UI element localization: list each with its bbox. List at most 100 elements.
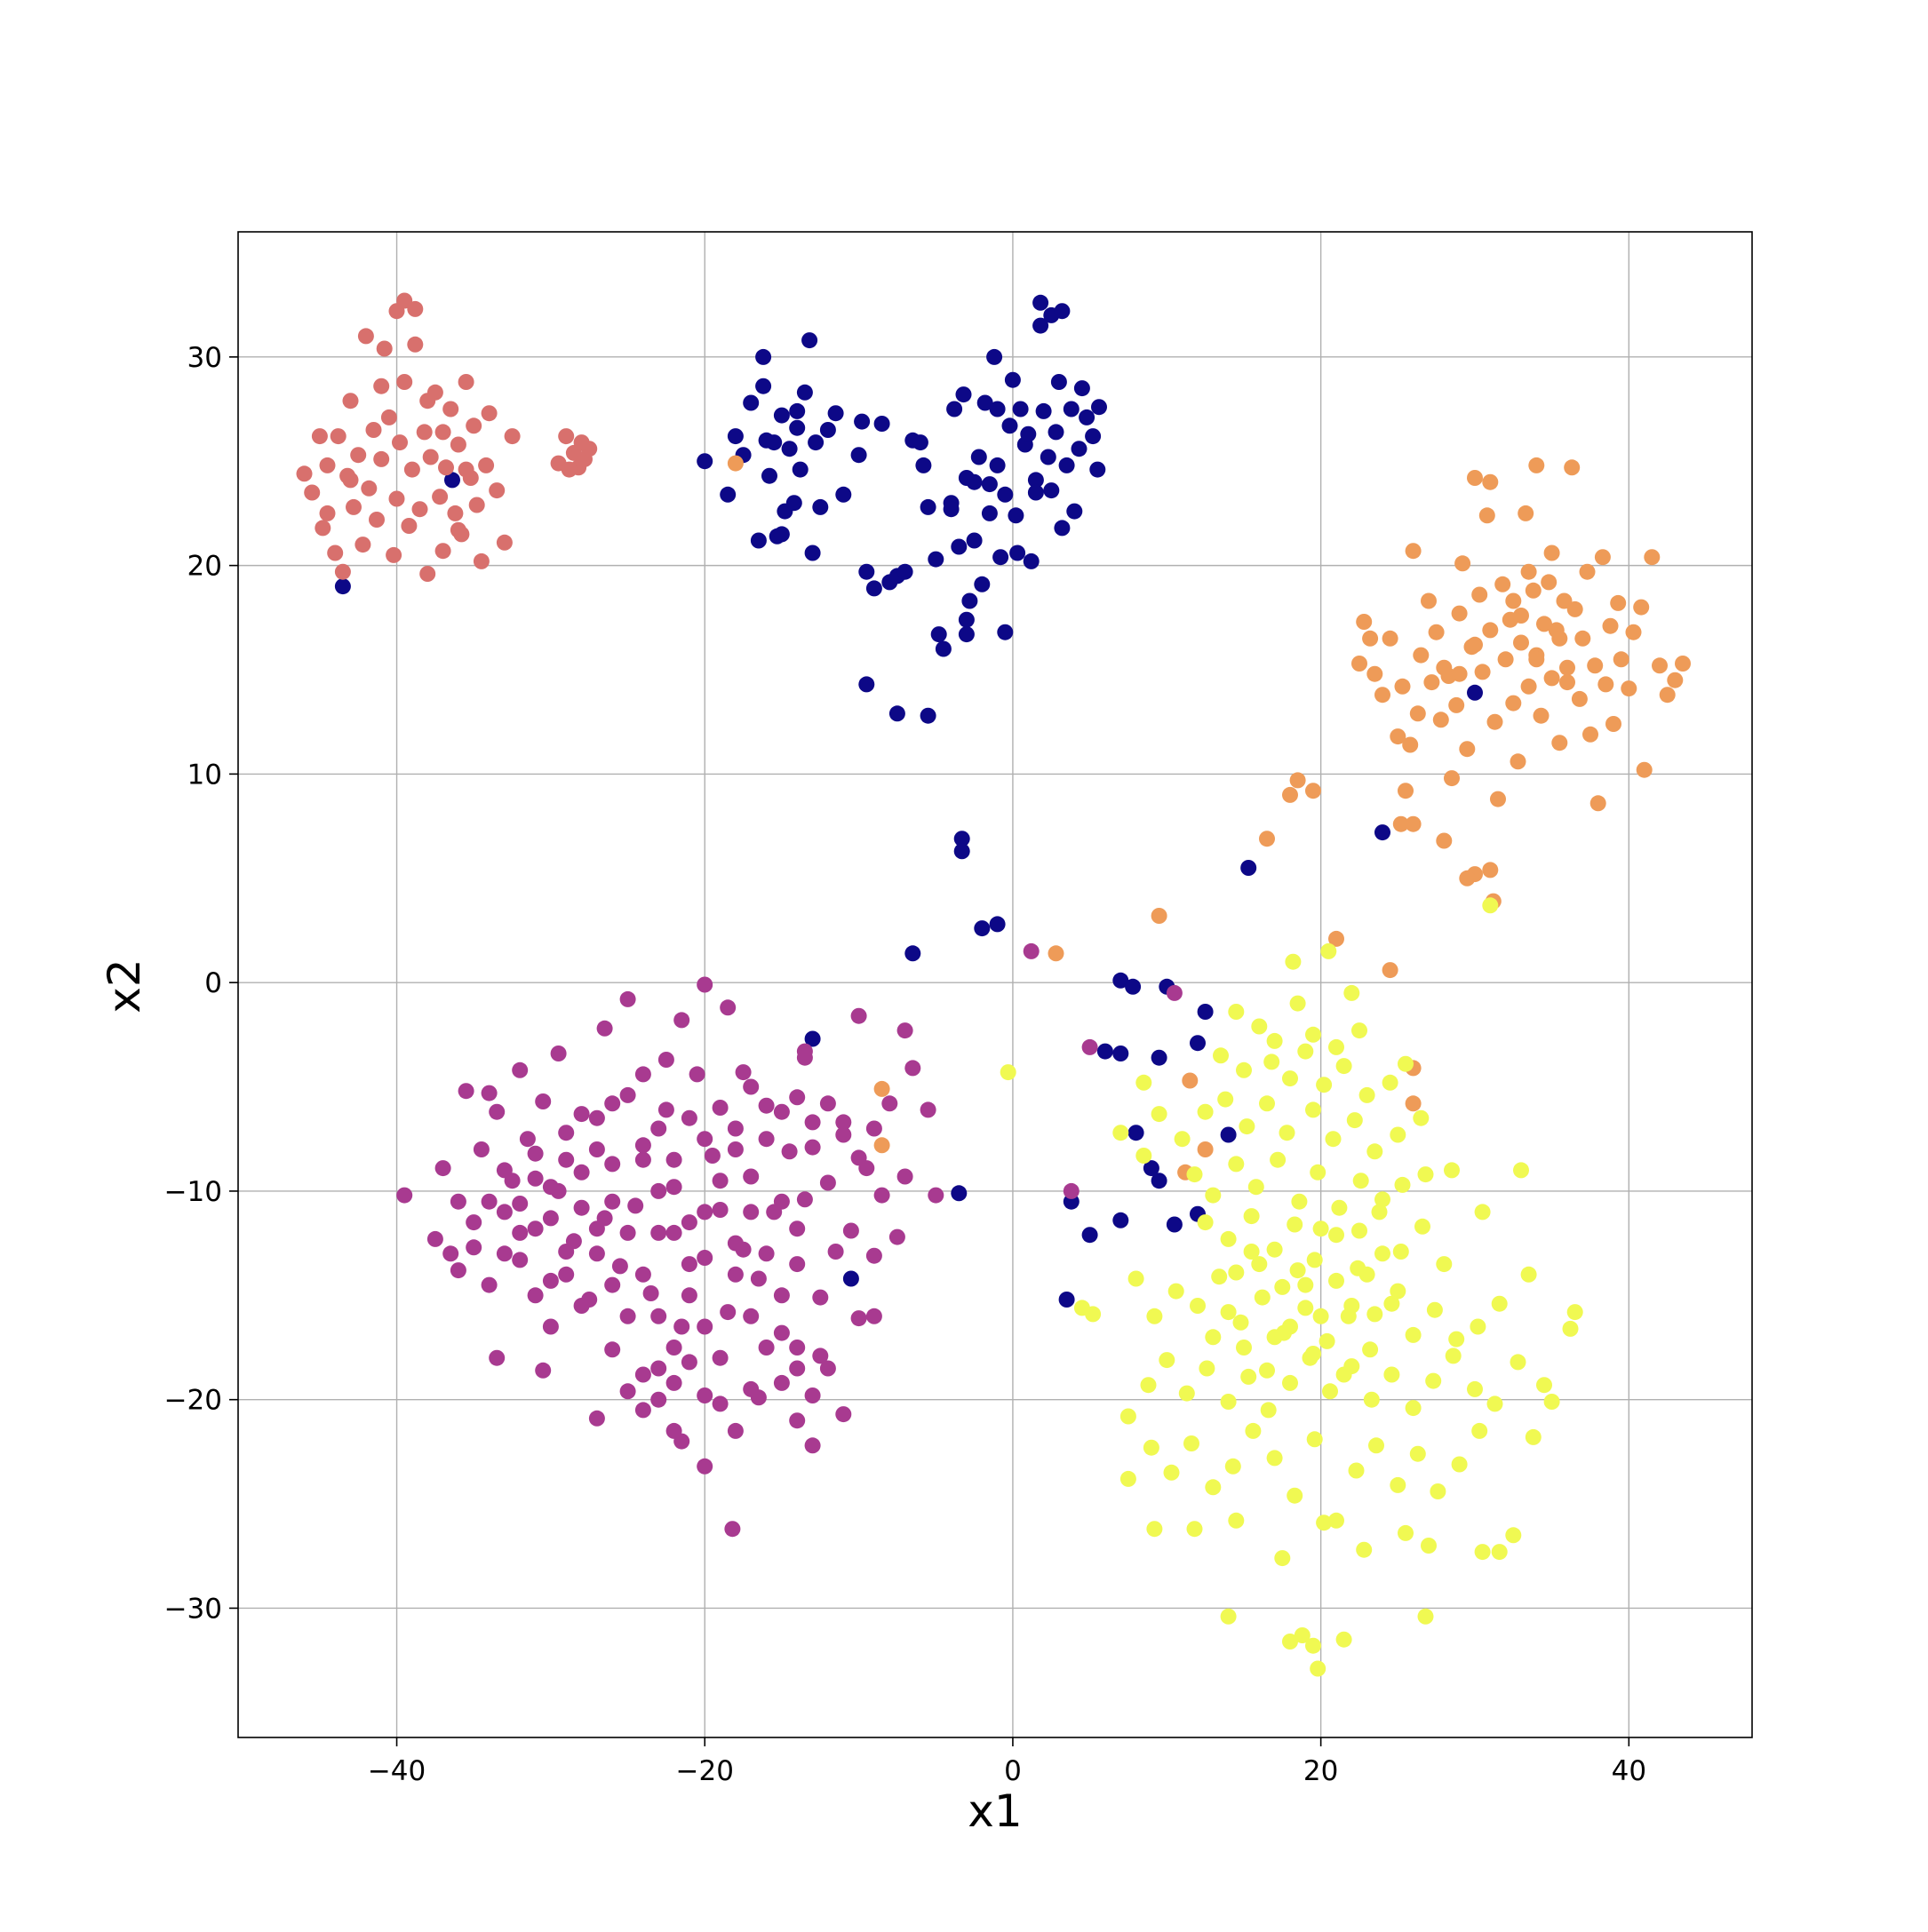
data-point <box>1306 1252 1323 1268</box>
data-point <box>1444 1162 1460 1179</box>
data-point <box>915 457 932 473</box>
data-point <box>755 348 772 365</box>
data-point <box>1119 1408 1136 1425</box>
data-point <box>458 374 474 390</box>
data-point <box>1428 624 1445 640</box>
data-point <box>1536 1377 1552 1394</box>
data-point <box>1426 1301 1443 1318</box>
y-tick-label: 0 <box>204 967 222 999</box>
data-point <box>697 1250 713 1266</box>
data-point <box>1551 735 1568 751</box>
data-point <box>1071 441 1087 457</box>
data-point <box>930 626 947 643</box>
data-point <box>812 1348 829 1364</box>
data-point <box>1146 1521 1163 1538</box>
data-point <box>992 549 1009 566</box>
data-point <box>1505 695 1522 712</box>
data-point <box>1402 736 1419 753</box>
data-point <box>1436 1256 1453 1273</box>
data-point <box>920 498 936 515</box>
data-point <box>1358 1266 1375 1283</box>
data-point <box>1467 470 1483 486</box>
data-point <box>1383 1366 1400 1383</box>
data-point <box>1282 786 1298 803</box>
data-point <box>1513 608 1529 624</box>
data-point <box>1589 795 1606 812</box>
data-point <box>1525 582 1542 599</box>
data-point <box>1559 674 1575 691</box>
data-point <box>976 394 993 411</box>
data-point <box>1445 1348 1462 1364</box>
data-point <box>466 1214 482 1231</box>
data-point <box>1405 1326 1422 1343</box>
data-point <box>1289 772 1306 789</box>
data-point <box>1270 1151 1287 1168</box>
x-tick-label: 40 <box>1612 1755 1646 1787</box>
data-point <box>468 497 485 513</box>
data-point <box>1383 1295 1400 1312</box>
data-point <box>512 1061 529 1078</box>
data-point <box>1297 1043 1314 1060</box>
data-point <box>561 461 578 478</box>
data-point <box>1135 1074 1152 1091</box>
data-point <box>1382 630 1398 647</box>
data-point <box>1085 1306 1102 1323</box>
data-point <box>796 384 813 401</box>
data-point <box>1228 1512 1245 1529</box>
data-point <box>1328 1512 1344 1529</box>
data-point <box>1151 1106 1167 1123</box>
data-point <box>1536 616 1552 632</box>
data-point <box>1251 1018 1268 1035</box>
data-point <box>1421 1538 1437 1554</box>
data-point <box>1356 1541 1373 1558</box>
data-point <box>650 1391 667 1408</box>
data-point <box>1247 1179 1264 1196</box>
data-point <box>1351 1022 1367 1039</box>
data-point <box>512 1224 529 1241</box>
data-point <box>1197 1103 1214 1120</box>
data-point <box>1582 726 1598 743</box>
data-point <box>850 1310 867 1327</box>
data-point <box>542 1179 559 1196</box>
y-axis-label: x2 <box>99 958 150 1013</box>
data-point <box>1297 1276 1314 1293</box>
data-point <box>1282 1318 1298 1335</box>
data-point <box>1564 459 1581 476</box>
data-point <box>689 1066 705 1083</box>
data-point <box>912 434 928 451</box>
data-point <box>438 459 454 476</box>
data-point <box>596 1020 613 1037</box>
data-point <box>697 453 713 470</box>
data-point <box>319 505 336 521</box>
data-point <box>827 405 844 422</box>
data-point <box>573 434 590 451</box>
data-point <box>1182 1072 1199 1089</box>
data-point <box>304 484 321 501</box>
data-point <box>1459 870 1476 886</box>
data-point <box>1520 563 1537 580</box>
data-point <box>785 495 802 512</box>
data-point <box>873 416 890 432</box>
data-point <box>1543 1394 1560 1410</box>
data-point <box>681 1287 697 1304</box>
data-point <box>1174 1131 1191 1148</box>
data-point <box>1266 1032 1283 1049</box>
data-point <box>1050 374 1067 390</box>
data-point <box>450 1193 466 1210</box>
data-point <box>1236 1061 1252 1078</box>
data-point <box>801 332 818 349</box>
data-point <box>896 1168 913 1185</box>
data-point <box>842 1270 859 1287</box>
data-point <box>1289 995 1306 1012</box>
data-point <box>1305 1026 1321 1043</box>
data-point <box>1040 449 1056 465</box>
data-point <box>319 457 336 473</box>
data-point <box>512 1196 529 1212</box>
data-point <box>1245 1422 1262 1439</box>
data-point <box>361 480 378 497</box>
data-point <box>704 1148 721 1164</box>
data-point <box>804 1030 821 1047</box>
data-point <box>789 1220 806 1237</box>
data-point <box>773 1287 790 1304</box>
x-axis: −40 −20 0 20 40 <box>368 1737 1646 1787</box>
